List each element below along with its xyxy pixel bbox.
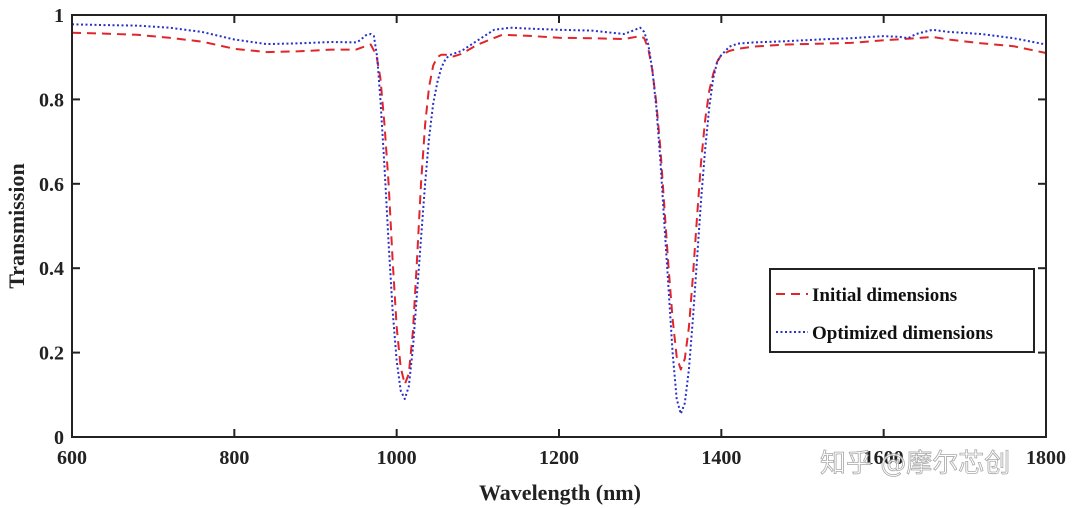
- x-axis-label: Wavelength (nm): [479, 480, 641, 505]
- x-tick-label: 800: [219, 447, 249, 469]
- legend-box: [769, 268, 1035, 353]
- x-tick-label: 1400: [701, 447, 741, 469]
- y-tick-label: 0.8: [39, 89, 64, 111]
- y-axis-label: Transmission: [4, 163, 29, 289]
- series-line-optimized-dimensions: [71, 23, 1047, 415]
- y-tick-label: 0.4: [39, 258, 64, 280]
- legend: Initial dimensions Optimized dimensions: [769, 268, 1035, 353]
- series-line-initial-dimensions: [71, 31, 1047, 386]
- x-tick-label: 1200: [539, 447, 579, 469]
- y-tick-label: 1: [54, 5, 64, 27]
- x-tick-label: 600: [57, 447, 87, 469]
- series-layer: [71, 23, 1047, 415]
- x-tick-label: 1000: [377, 447, 417, 469]
- y-tick-label: 0.6: [39, 174, 64, 196]
- y-tick-label: 0.2: [39, 343, 64, 365]
- x-tick-label: 1800: [1026, 447, 1066, 469]
- watermark-text: 知乎 @摩尔芯创: [820, 449, 1010, 479]
- legend-label-initial-dimensions: Initial dimensions: [812, 285, 957, 306]
- y-tick-label: 0: [54, 427, 64, 449]
- ticks-layer: 600 800 1000 1200 1400 1600 1800 0 0.2 0.4 0.6 0.8 1: [39, 5, 1066, 469]
- x-tick-label: 1600: [864, 447, 904, 469]
- legend-label-optimized-dimensions: Optimized dimensions: [812, 323, 993, 344]
